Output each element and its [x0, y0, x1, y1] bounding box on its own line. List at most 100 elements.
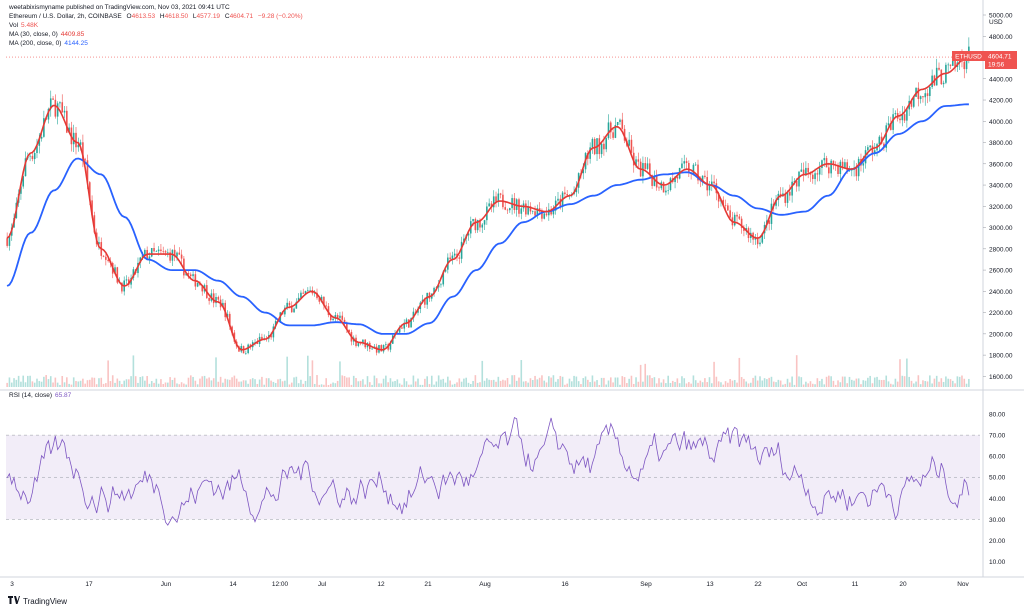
- volume-bar: [630, 375, 633, 387]
- candle-body: [552, 210, 555, 215]
- volume-bar: [520, 360, 523, 387]
- volume-bar: [747, 383, 750, 387]
- candle-body: [91, 200, 93, 216]
- volume-bar: [479, 382, 481, 387]
- candle-body: [380, 345, 383, 352]
- volume-bar: [896, 381, 899, 387]
- volume-bar: [646, 375, 649, 387]
- volume-bar: [942, 381, 945, 387]
- candle-body: [541, 211, 543, 219]
- candle-body: [396, 332, 399, 334]
- volume-bar: [841, 376, 844, 387]
- volume-bar: [828, 375, 830, 387]
- volume-bar: [412, 375, 415, 387]
- time-axis[interactable]: 3 17 Jun 14 12:00 Jul 12 21 Aug 16 Sep 13 22 Oct 11 20 N…: [10, 581, 969, 588]
- volume-bar: [816, 378, 819, 387]
- volume-bar: [320, 384, 323, 387]
- candle-body: [832, 160, 835, 165]
- volume-bar: [736, 382, 738, 387]
- volume-bar: [690, 383, 692, 387]
- volume-bar: [619, 384, 621, 387]
- volume-bar: [795, 355, 798, 387]
- candle-body: [288, 302, 291, 306]
- volume-bar: [160, 379, 162, 387]
- volume-bar: [327, 384, 330, 387]
- volume-bar: [102, 383, 105, 387]
- volume-bar: [368, 382, 371, 387]
- volume-bar: [403, 378, 406, 387]
- candle-body: [428, 292, 431, 299]
- ma30-legend[interactable]: MA (30, close, 0) 4409.85: [9, 31, 84, 38]
- candle-body: [160, 249, 162, 252]
- volume-bar: [541, 375, 543, 387]
- volume-bar: [290, 382, 293, 387]
- volume-bar: [715, 376, 718, 387]
- volume-bar: [274, 383, 277, 387]
- volume-bar: [341, 375, 344, 387]
- candle-body: [59, 102, 61, 104]
- volume-bar: [440, 379, 442, 387]
- volume-bar: [467, 382, 470, 387]
- volume-bar: [144, 380, 146, 387]
- currency-label: USD: [989, 19, 1003, 26]
- volume-bar: [238, 381, 240, 387]
- volume-bar: [910, 380, 913, 387]
- volume-bar: [463, 378, 465, 387]
- volume-bar: [754, 375, 757, 387]
- volume-bar: [899, 359, 901, 387]
- candle-body: [665, 190, 667, 193]
- volume-bar: [818, 381, 821, 387]
- candle-body: [29, 155, 31, 157]
- candle-body: [768, 220, 770, 224]
- candle-body: [818, 168, 821, 175]
- volume-bar: [150, 381, 153, 387]
- symbol-title[interactable]: Ethereum / U.S. Dollar, 2h, COINBASE: [9, 13, 122, 20]
- rsi-axis[interactable]: 80.00 70.00 60.00 50.00 40.00 30.00 20.00 10.00: [989, 412, 1006, 566]
- volume-bar: [701, 382, 704, 387]
- candle-body: [458, 257, 461, 259]
- volume-bar: [880, 380, 883, 387]
- volume-bar: [15, 379, 18, 387]
- volume-bar: [437, 375, 440, 387]
- candle-body: [942, 82, 945, 85]
- candle-body: [192, 274, 194, 277]
- volume-bar: [201, 376, 204, 387]
- candle-body: [644, 163, 647, 169]
- candle-body: [339, 315, 341, 318]
- tradingview-brand[interactable]: TradingView: [8, 596, 67, 606]
- volume-bar: [304, 380, 307, 387]
- volume-bar: [603, 377, 605, 387]
- candle-body: [557, 198, 559, 201]
- volume-bar: [772, 381, 775, 387]
- volume-bar: [385, 375, 387, 387]
- candle-body: [917, 87, 920, 100]
- candle-body: [924, 93, 927, 98]
- volume-bar: [93, 377, 96, 387]
- candle-body: [125, 279, 128, 281]
- volume-bar: [651, 378, 653, 387]
- candle-body: [740, 218, 743, 228]
- candle-body: [954, 58, 956, 68]
- candle-body: [270, 335, 272, 338]
- rsi-legend[interactable]: RSI (14, close) 65.87: [9, 392, 71, 399]
- candle-body: [290, 305, 293, 313]
- time-tick-label: 17: [85, 581, 93, 588]
- volume-bar: [141, 376, 144, 387]
- candle-body: [786, 191, 789, 203]
- candle-body: [453, 253, 456, 256]
- ma200-legend[interactable]: MA (200, close, 0) 4144.25: [9, 40, 88, 47]
- candle-body: [621, 119, 624, 129]
- candle-body: [444, 269, 447, 272]
- volume-legend[interactable]: Vol 5.48K: [9, 22, 38, 29]
- candle-body: [405, 319, 408, 323]
- ma30-value: 4409.85: [60, 31, 85, 38]
- volume-bar: [219, 376, 222, 387]
- candle-body: [247, 344, 249, 354]
- ma200-line: [6, 103, 969, 335]
- volume-bar: [456, 382, 458, 387]
- volume-bar: [506, 378, 509, 387]
- candle-body: [460, 241, 463, 259]
- candle-body: [105, 256, 107, 260]
- price-tick-label: 1600.00: [989, 374, 1013, 381]
